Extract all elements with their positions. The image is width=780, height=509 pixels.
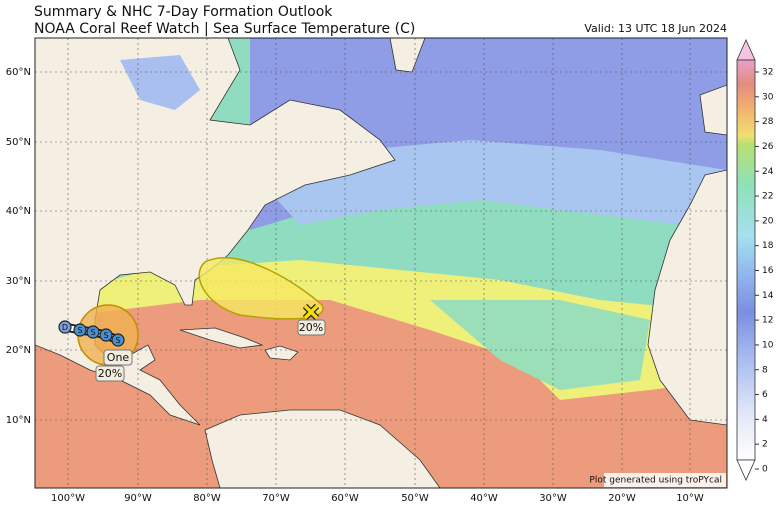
- track-label: S: [90, 328, 95, 337]
- track-point: [111, 333, 125, 347]
- storm-name: One: [107, 351, 130, 364]
- label-box: [95, 365, 125, 382]
- label-box: [103, 349, 133, 366]
- iberia: [699, 84, 727, 136]
- colorbar-tick-label: 10: [762, 340, 774, 350]
- track-label: D: [62, 323, 68, 332]
- colorbar-min-tip: [736, 459, 756, 481]
- label-box: [297, 319, 326, 336]
- graticule: [35, 38, 727, 488]
- lon-label: 80°W: [193, 493, 221, 504]
- colorbar-tick-label: 24: [762, 167, 774, 177]
- lon-label: 20°W: [608, 493, 636, 504]
- subtitle: NOAA Coral Reef Watch | Sea Surface Temp…: [34, 21, 415, 37]
- lon-label: 10°W: [676, 493, 704, 504]
- lat-label: 40°N: [6, 206, 31, 217]
- lat-label: 60°N: [6, 67, 31, 78]
- atlantic-marker: [302, 303, 320, 321]
- south-america: [204, 409, 441, 488]
- colorbar-tick-label: 8: [762, 365, 768, 375]
- colorbar-tick-label: 22: [762, 192, 773, 202]
- lat-label: 10°N: [6, 415, 31, 426]
- hispaniola: [264, 345, 299, 361]
- track-point: [73, 323, 87, 337]
- map: [35, 38, 727, 488]
- lon-label: 40°W: [470, 493, 498, 504]
- colorbar-tick-label: 14: [762, 291, 774, 301]
- colorbar-tick-label: 26: [762, 142, 774, 152]
- area-probability: 20%: [98, 367, 122, 380]
- africa: [647, 169, 727, 426]
- hudson-bay: [120, 55, 200, 110]
- colorbar-tick-label: 4: [762, 415, 768, 425]
- credit: Plot generated using troPYcal: [589, 476, 722, 486]
- lon-label: 50°W: [401, 493, 429, 504]
- x-marker: [303, 304, 319, 320]
- colorbar-tick-label: 0: [762, 465, 768, 475]
- lon-label: 70°W: [262, 493, 290, 504]
- lon-label: 90°W: [124, 493, 152, 504]
- colorbar-tick-label: 28: [762, 117, 774, 127]
- track-point: [86, 325, 100, 339]
- area-probability: 20%: [299, 321, 323, 334]
- track-label: S: [115, 336, 120, 345]
- valid-time: Valid: 13 UTC 18 Jun 2024: [584, 22, 727, 35]
- colorbar-tick-label: 16: [762, 266, 774, 276]
- colorbar-bar: [736, 59, 756, 461]
- colorbar-tick-label: 32: [762, 68, 773, 78]
- track-point: [99, 328, 113, 342]
- storm-track: D S S SS: [58, 320, 125, 347]
- colorbar-tick-label: 30: [762, 92, 774, 102]
- track-label: S: [103, 331, 108, 340]
- lon-label: 100°W: [51, 493, 85, 504]
- colorbar-tick-label: 18: [762, 241, 774, 251]
- sst-mid: [430, 300, 650, 390]
- colorbar-max-tip: [736, 39, 756, 61]
- colorbar-tick-label: 20: [762, 216, 774, 226]
- lon-label: 30°W: [539, 493, 567, 504]
- title: Summary & NHC 7-Day Formation Outlook: [34, 4, 333, 20]
- sst-cold: [35, 38, 727, 230]
- colorbar-tick-label: 6: [762, 390, 768, 400]
- lat-label: 50°N: [6, 137, 31, 148]
- lon-label: 60°W: [331, 493, 359, 504]
- cuba: [179, 327, 264, 349]
- credit-box: [604, 473, 726, 487]
- map-frame: [34, 37, 728, 489]
- track-label: S: [77, 326, 82, 335]
- greenland: [389, 38, 426, 73]
- track-point: [58, 320, 72, 334]
- lat-label: 20°N: [6, 345, 31, 356]
- lat-label: 30°N: [6, 276, 31, 287]
- colorbar-tick-label: 12: [762, 316, 773, 326]
- north-america: [35, 38, 396, 426]
- colorbar-tick-label: 2: [762, 440, 768, 450]
